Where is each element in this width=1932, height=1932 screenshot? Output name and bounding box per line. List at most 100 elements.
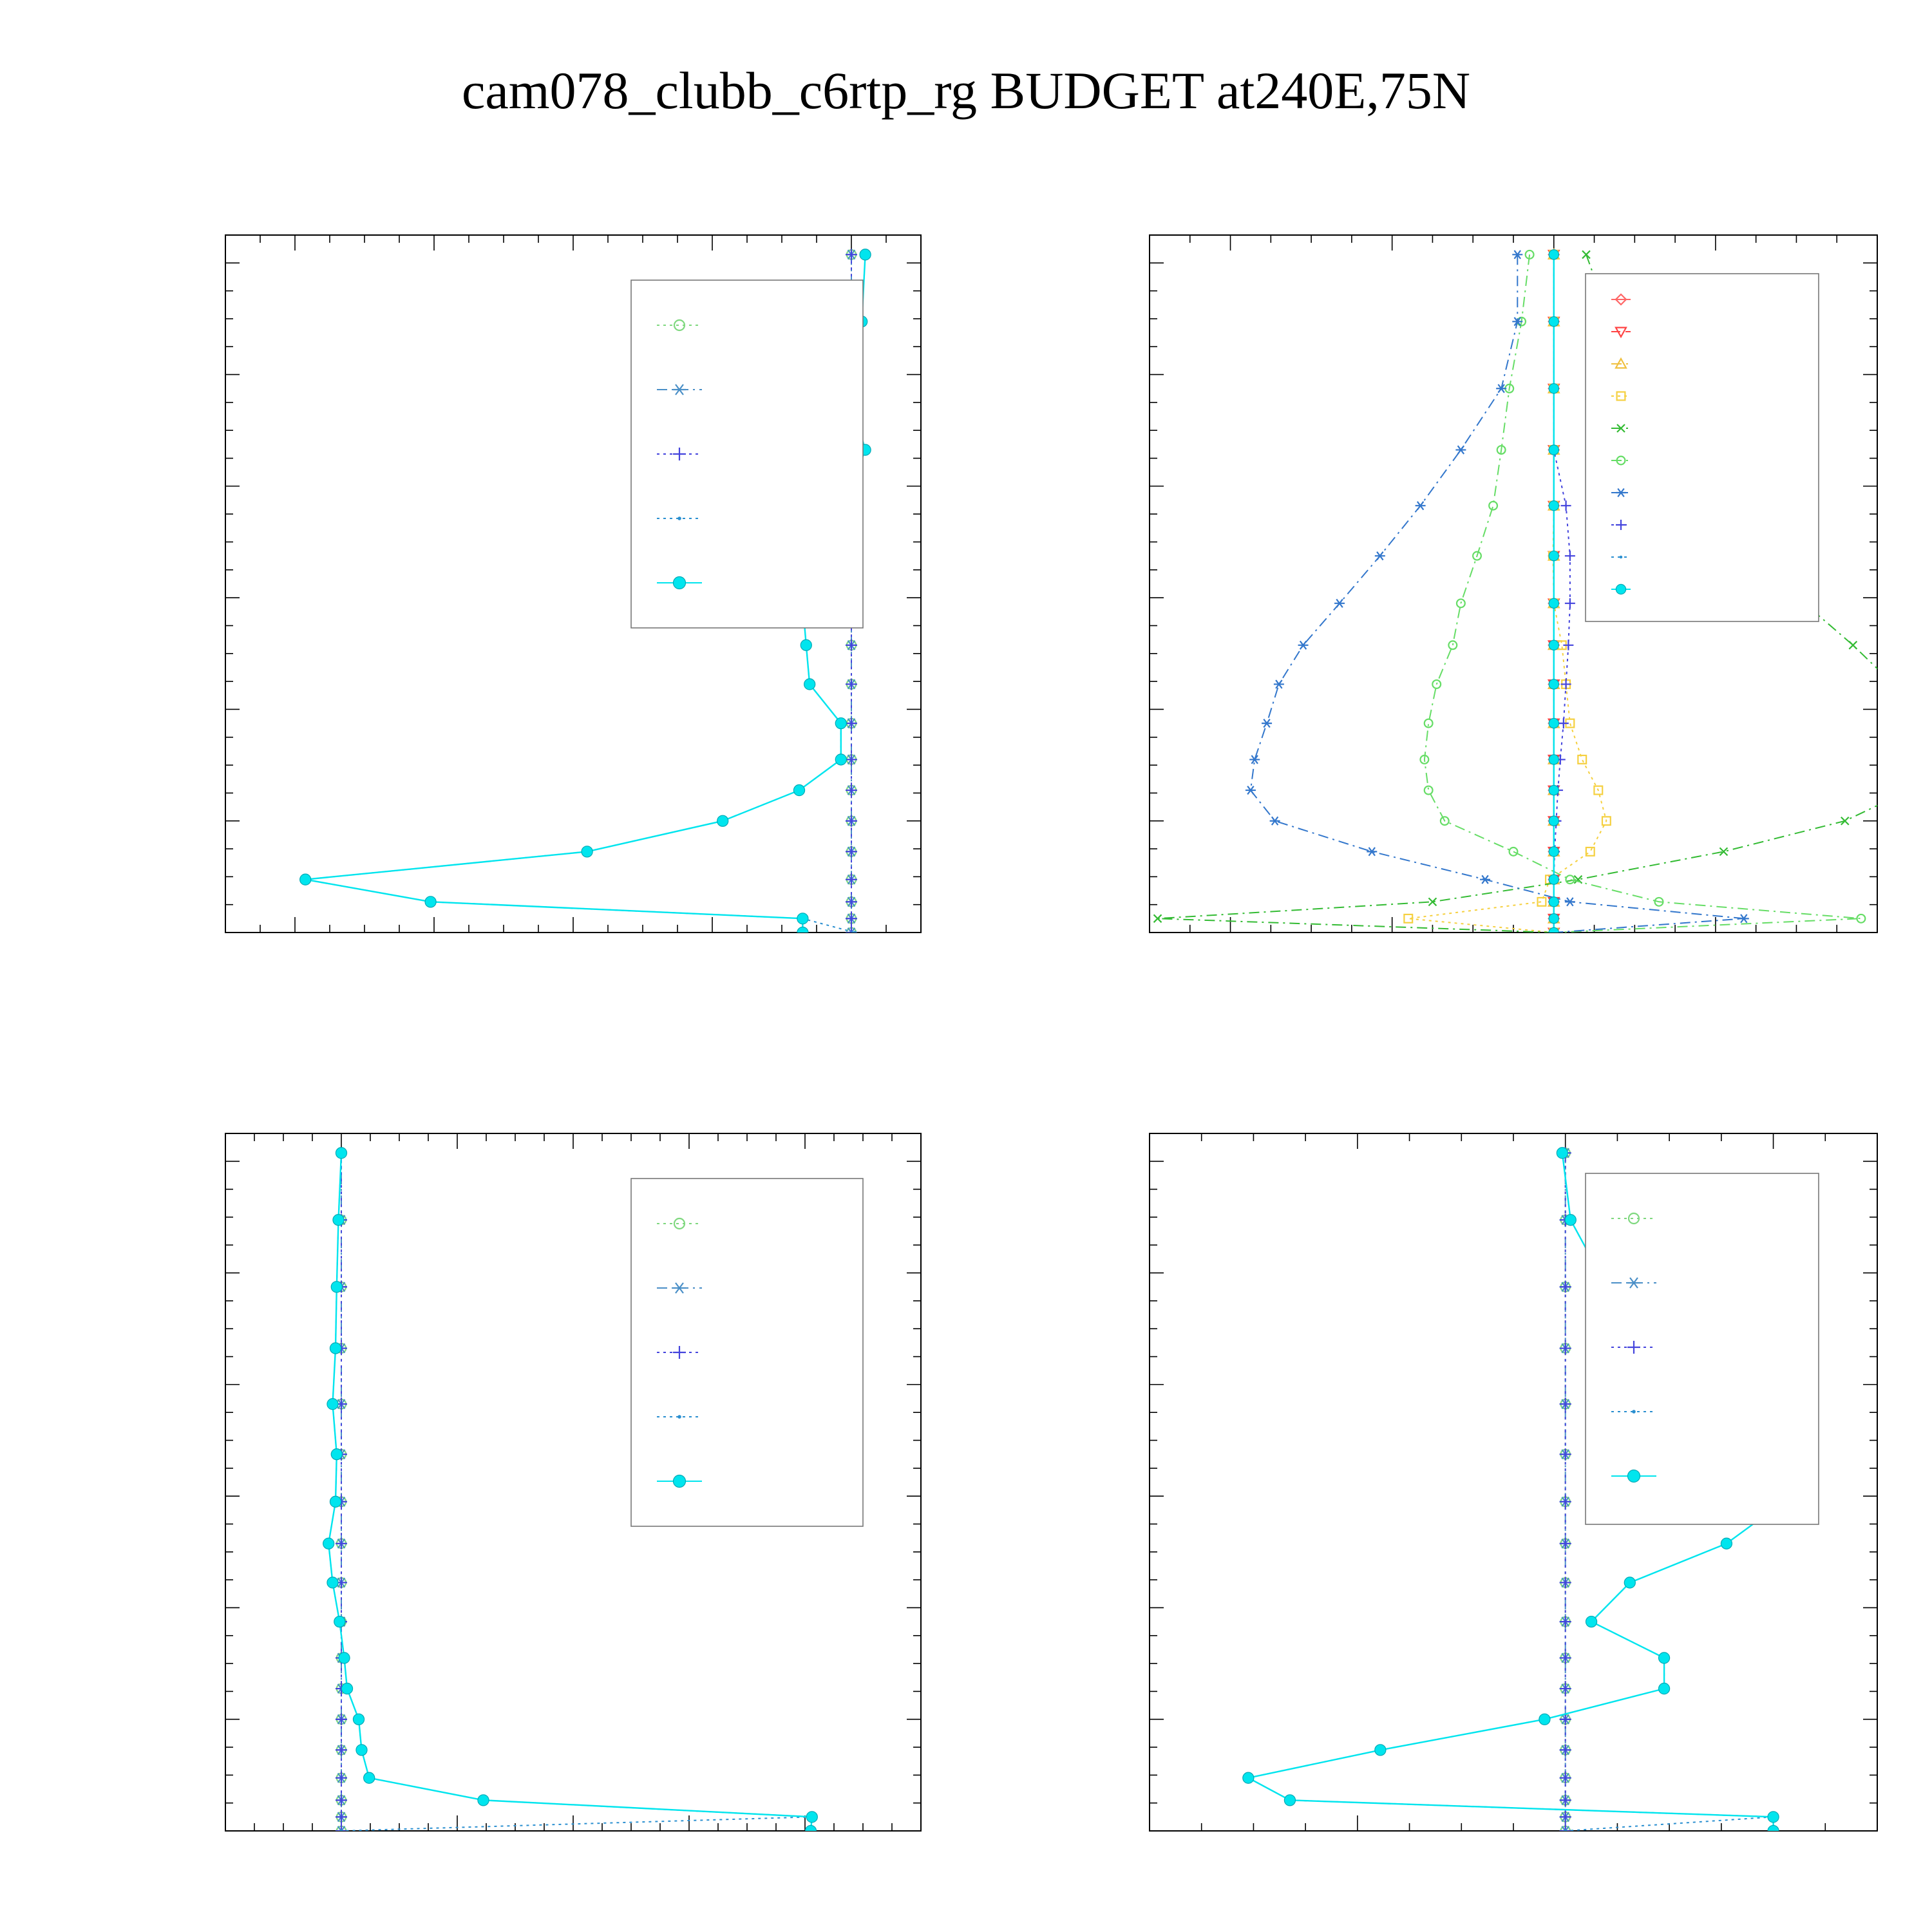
data-point	[1548, 444, 1559, 455]
data-point	[1548, 316, 1559, 327]
data-point	[1565, 875, 1575, 885]
data-point	[835, 753, 847, 766]
data-point	[797, 913, 809, 925]
data-point	[797, 926, 809, 933]
data-point	[1906, 719, 1913, 727]
legend-marker	[672, 1474, 687, 1488]
data-point	[1548, 913, 1559, 924]
data-point	[336, 1794, 347, 1806]
data-point	[793, 784, 806, 797]
data-point	[1624, 1577, 1636, 1589]
data-point	[1423, 718, 1434, 728]
data-point	[1548, 639, 1559, 651]
data-point	[1654, 896, 1664, 907]
data-point	[846, 678, 857, 690]
data-point	[1539, 1713, 1551, 1725]
data-point	[1249, 755, 1260, 764]
data-point	[1906, 786, 1913, 794]
data-point	[1559, 1398, 1571, 1410]
data-point	[1559, 1683, 1571, 1695]
data-point	[341, 1682, 354, 1695]
series-line-bt	[327, 1153, 813, 1831]
legend-marker	[673, 1282, 686, 1294]
data-point	[1548, 550, 1559, 562]
data-point	[1559, 1616, 1571, 1628]
data-point	[1559, 1794, 1571, 1806]
series-line-tp1	[1249, 254, 1744, 933]
data-point	[1423, 785, 1434, 795]
data-point	[1245, 786, 1256, 795]
data-point	[835, 717, 847, 730]
data-point	[336, 1826, 347, 1831]
data-point	[336, 1744, 347, 1756]
data-point	[1548, 383, 1559, 394]
data-point	[1439, 816, 1450, 826]
data-point	[1767, 1824, 1779, 1831]
data-point	[338, 1652, 350, 1664]
data-point	[1548, 784, 1559, 796]
data-point	[1524, 249, 1535, 260]
legend-marker	[1615, 357, 1627, 369]
data-point	[1480, 875, 1491, 884]
data-point	[1559, 1342, 1571, 1354]
figure-title: cam078_clubb_c6rtp_rg BUDGET at240E,75N	[462, 61, 1470, 120]
data-point	[477, 1794, 489, 1806]
data-point	[1564, 1829, 1567, 1831]
data-point	[1719, 847, 1728, 857]
data-point	[363, 1772, 375, 1784]
data-point	[336, 1825, 347, 1831]
series-group	[323, 1147, 818, 1831]
legend-box	[1585, 273, 1819, 622]
data-point	[1455, 598, 1466, 609]
data-point	[339, 1829, 343, 1831]
data-point	[329, 1495, 342, 1508]
data-point	[1374, 551, 1385, 561]
legend-marker	[1619, 555, 1623, 559]
data-point	[336, 1811, 347, 1823]
data-point	[1564, 1214, 1577, 1226]
legend-marker	[673, 1217, 686, 1230]
legend-marker	[677, 1415, 681, 1419]
data-point	[846, 815, 857, 827]
legend-marker	[1615, 583, 1627, 595]
data-point	[1548, 846, 1559, 857]
data-point	[1559, 1811, 1571, 1823]
legend-marker	[1616, 424, 1625, 433]
data-point	[859, 249, 871, 261]
data-point	[804, 678, 816, 690]
data-point	[1559, 1537, 1571, 1549]
data-point	[1448, 640, 1458, 650]
data-point	[1367, 847, 1378, 857]
data-point	[846, 753, 857, 766]
legend-marker	[1615, 293, 1627, 306]
legend-marker	[1616, 520, 1626, 530]
data-point	[1563, 639, 1574, 650]
data-point	[1573, 875, 1583, 884]
data-point	[853, 931, 857, 933]
data-point	[329, 1342, 342, 1354]
data-point	[1738, 914, 1749, 923]
data-point	[1283, 1794, 1296, 1806]
legend-marker	[1615, 327, 1627, 339]
data-point	[330, 1448, 343, 1461]
series-line-tp2	[1423, 254, 1861, 933]
data-point	[1537, 896, 1547, 907]
data-point	[336, 1772, 347, 1784]
data-point	[1559, 1744, 1571, 1756]
legend-marker	[1632, 1410, 1636, 1414]
data-point	[1582, 250, 1591, 260]
data-point	[846, 896, 857, 908]
data-point	[1559, 1281, 1571, 1293]
data-point	[1601, 816, 1611, 826]
data-point	[1548, 249, 1559, 260]
data-point	[1512, 317, 1523, 327]
chart-panel-4	[1149, 1133, 1878, 1832]
data-point	[846, 639, 857, 651]
data-point	[1559, 1448, 1571, 1461]
series-group	[1153, 248, 1913, 933]
chart-panel-3	[225, 1133, 922, 1832]
data-point	[1560, 679, 1571, 690]
data-point	[1564, 897, 1575, 907]
legend-box	[1585, 1173, 1819, 1525]
data-point	[846, 873, 857, 886]
